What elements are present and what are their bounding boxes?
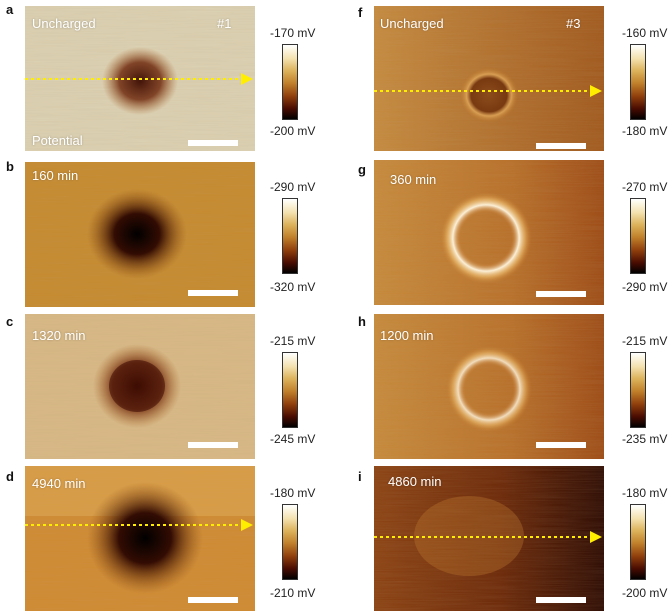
panel-letter-h: h — [358, 314, 366, 329]
panel-c-image: 1320 min — [25, 314, 255, 459]
panel-g-image: 360 min — [374, 160, 604, 305]
panel-i-image: 4860 min — [374, 466, 604, 611]
panel-letter-a: a — [6, 2, 14, 17]
colorbar-a-top: -170 mV — [270, 26, 316, 40]
colorbar-a — [282, 44, 298, 120]
colorbar-f-bottom: -180 mV — [622, 124, 668, 138]
scale-bar — [188, 140, 238, 146]
colorbar-d — [282, 504, 298, 580]
panel-letter-i: i — [358, 469, 362, 484]
arrow-icon — [241, 73, 253, 85]
arrow-icon — [590, 85, 602, 97]
afm-image-a — [25, 6, 255, 151]
afm-image-f — [374, 6, 604, 151]
panel-a-label: Uncharged — [32, 16, 96, 31]
scale-bar — [536, 442, 586, 448]
colorbar-g-bottom: -290 mV — [622, 280, 668, 294]
scale-bar — [188, 597, 238, 603]
colorbar-a-bottom: -200 mV — [270, 124, 316, 138]
colorbar-d-bottom: -210 mV — [270, 586, 316, 600]
colorbar-b-bottom: -320 mV — [270, 280, 316, 294]
panel-letter-b: b — [6, 159, 14, 174]
colorbar-c — [282, 352, 298, 428]
afm-image-h — [374, 314, 604, 459]
panel-f-image: Uncharged #3 — [374, 6, 604, 151]
arrow-icon — [590, 531, 602, 543]
scale-bar — [536, 291, 586, 297]
afm-image-g — [374, 160, 604, 305]
colorbar-b — [282, 198, 298, 274]
panel-h-label: 1200 min — [380, 328, 434, 343]
panel-f-label: Uncharged — [380, 16, 444, 31]
panel-a-image: Uncharged #1 Potential — [25, 6, 255, 151]
panel-c-label: 1320 min — [32, 328, 86, 343]
panel-b-label: 160 min — [32, 168, 79, 183]
colorbar-g — [630, 198, 646, 274]
panel-d-image: 4940 min — [25, 466, 255, 611]
panel-d-label: 4940 min — [32, 476, 86, 491]
panel-letter-g: g — [358, 162, 366, 177]
panel-i-label: 4860 min — [388, 474, 442, 489]
colorbar-h-bottom: -235 mV — [622, 432, 668, 446]
sample-id-3: #3 — [566, 16, 581, 31]
arrow-icon — [241, 519, 253, 531]
colorbar-f-top: -160 mV — [622, 26, 668, 40]
colorbar-i-bottom: -200 mV — [622, 586, 668, 600]
scale-bar — [536, 143, 586, 149]
afm-image-i — [374, 466, 604, 611]
colorbar-g-top: -270 mV — [622, 180, 668, 194]
colorbar-d-top: -180 mV — [270, 486, 316, 500]
colorbar-c-top: -215 mV — [270, 334, 316, 348]
panel-letter-c: c — [6, 314, 14, 329]
colorbar-b-top: -290 mV — [270, 180, 316, 194]
panel-g-label: 360 min — [390, 172, 437, 187]
panel-letter-d: d — [6, 469, 14, 484]
colorbar-i — [630, 504, 646, 580]
colorbar-i-top: -180 mV — [622, 486, 668, 500]
colorbar-h-top: -215 mV — [622, 334, 668, 348]
colorbar-c-bottom: -245 mV — [270, 432, 316, 446]
colorbar-f — [630, 44, 646, 120]
panel-h-image: 1200 min — [374, 314, 604, 459]
scale-bar — [188, 290, 238, 296]
sample-id-1: #1 — [217, 16, 232, 31]
afm-image-d — [25, 466, 255, 611]
scale-bar — [536, 597, 586, 603]
potential-label: Potential — [32, 133, 83, 148]
afm-image-b — [25, 162, 255, 307]
colorbar-h — [630, 352, 646, 428]
panel-b-image: 160 min — [25, 162, 255, 307]
afm-image-c — [25, 314, 255, 459]
scale-bar — [188, 442, 238, 448]
panel-letter-f: f — [358, 5, 363, 20]
